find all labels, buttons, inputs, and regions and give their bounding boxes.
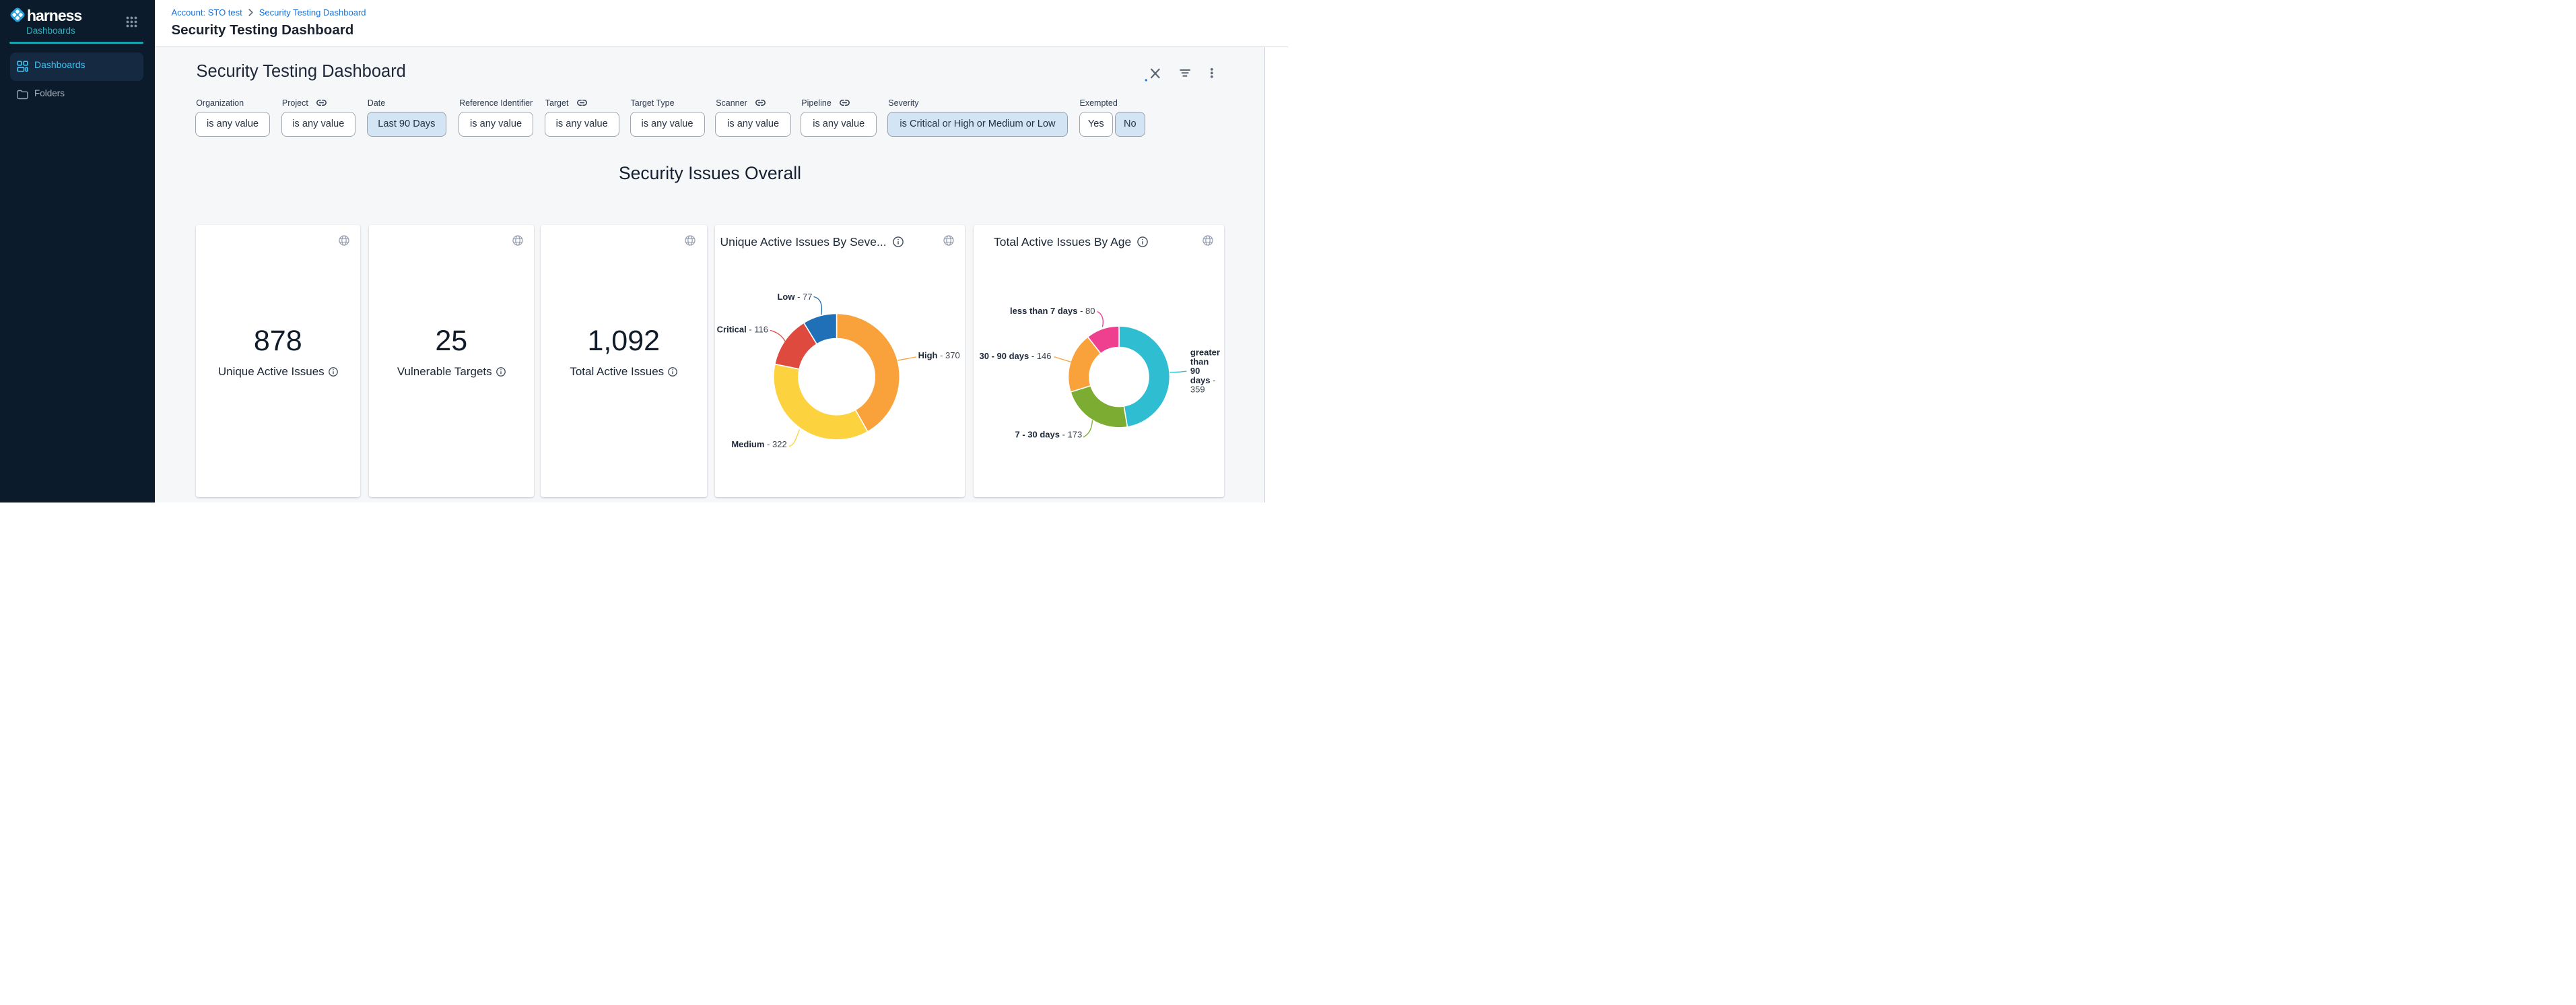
- svg-text:Low - 77: Low - 77: [777, 292, 812, 302]
- svg-text:High - 370: High - 370: [918, 350, 960, 360]
- svg-text:than: than: [1190, 356, 1209, 366]
- svg-text:greater: greater: [1190, 347, 1219, 357]
- svg-text:Critical - 116: Critical - 116: [717, 324, 768, 334]
- svg-text:30 - 90 days - 146: 30 - 90 days - 146: [979, 351, 1051, 361]
- svg-text:90: 90: [1190, 366, 1199, 376]
- svg-text:days -: days -: [1190, 375, 1215, 385]
- svg-text:7 - 30 days - 173: 7 - 30 days - 173: [1015, 429, 1082, 439]
- svg-text:Medium - 322: Medium - 322: [731, 439, 786, 449]
- svg-text:359: 359: [1190, 384, 1205, 394]
- svg-text:less than 7 days - 80: less than 7 days - 80: [1010, 306, 1095, 316]
